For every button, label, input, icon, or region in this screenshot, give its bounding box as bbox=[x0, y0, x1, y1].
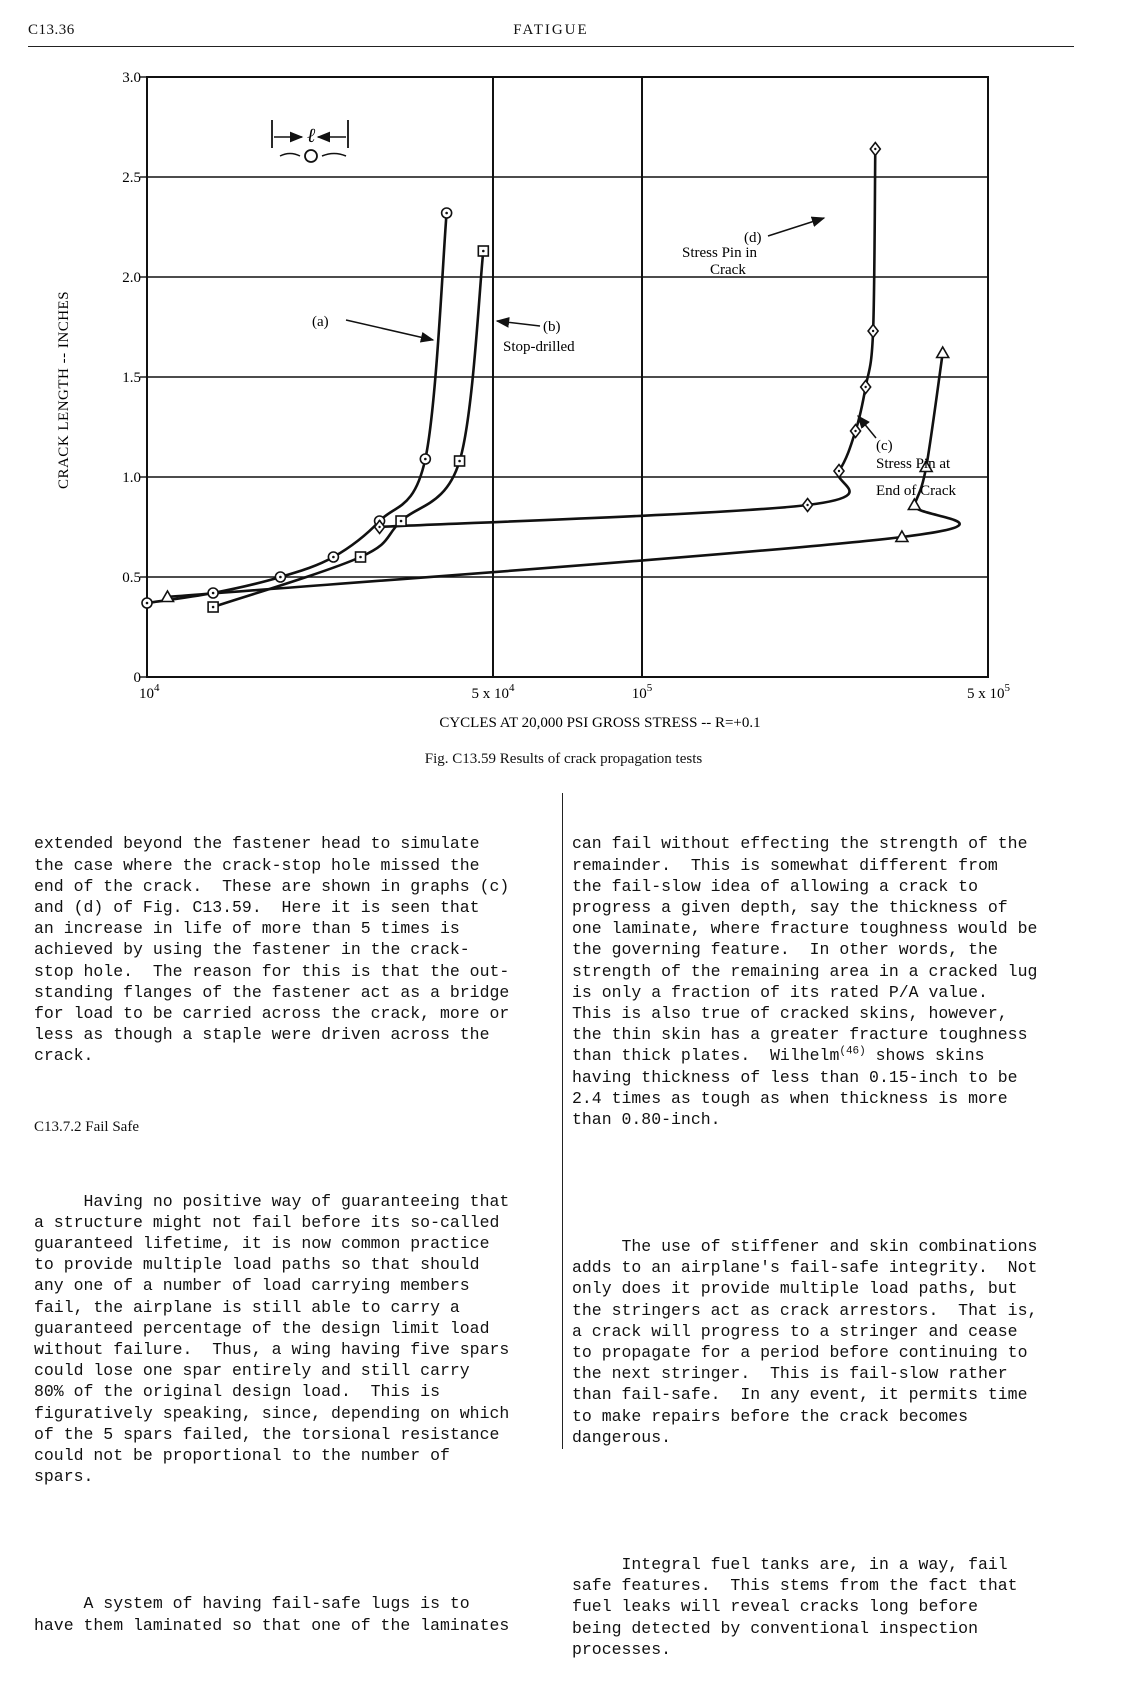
text-column-left: extended beyond the fastener head to sim… bbox=[34, 791, 554, 1657]
data-point-center bbox=[874, 147, 877, 151]
specimen-inset: ℓ bbox=[271, 120, 349, 163]
paragraph: A system of having fail-safe lugs is to … bbox=[34, 1594, 510, 1635]
section-heading: C13.7.2 Fail Safe bbox=[34, 1119, 139, 1136]
paragraph: The use of stiffener and skin combinatio… bbox=[572, 1237, 1038, 1447]
label-b: (b) bbox=[543, 319, 561, 335]
data-point-center bbox=[399, 519, 403, 523]
data-point-center bbox=[837, 469, 841, 473]
chart-series bbox=[147, 147, 961, 609]
column-divider bbox=[562, 793, 563, 1449]
data-point-center bbox=[458, 459, 461, 463]
data-point-center bbox=[871, 329, 875, 333]
y-tick-label: 2.0 bbox=[122, 270, 141, 286]
chart-grid bbox=[147, 77, 988, 677]
page-header: C13.36 FATIGUE bbox=[28, 22, 1074, 47]
label-c-desc-2: End of Crack bbox=[876, 483, 956, 499]
data-point bbox=[906, 497, 922, 511]
x-axis-label: CYCLES AT 20,000 PSI GROSS STRESS -- R=+… bbox=[439, 715, 760, 731]
data-point-center bbox=[424, 457, 427, 461]
data-point-center bbox=[482, 249, 485, 253]
label-b-desc: Stop-drilled bbox=[503, 339, 575, 355]
data-point-center bbox=[359, 555, 362, 559]
chart-axes: 0 0.5 1.0 1.5 2.0 2.5 3.0 104 5 x 104 105 5 x 105 bbox=[122, 70, 1010, 702]
x-tick-label: 5 x 104 bbox=[471, 682, 515, 702]
x-tick-label: 5 x 105 bbox=[967, 682, 1011, 702]
x-tick-label: 105 bbox=[632, 682, 653, 702]
y-tick-label: 3.0 bbox=[122, 70, 141, 86]
label-d-desc-2: Crack bbox=[710, 262, 746, 278]
citation-ref: (46) bbox=[839, 1045, 866, 1058]
y-tick-label: 2.5 bbox=[122, 170, 141, 186]
data-point-center bbox=[279, 575, 282, 579]
data-point bbox=[894, 529, 910, 543]
paragraph-part: can fail without effecting the strength … bbox=[572, 834, 1038, 1066]
paragraph: Integral fuel tanks are, in a way, fail … bbox=[572, 1554, 1018, 1659]
text-column-right: can fail without effecting the strength … bbox=[572, 791, 1092, 1681]
chart-markers bbox=[141, 141, 951, 613]
figure-caption: Fig. C13.59 Results of crack propagation… bbox=[424, 751, 703, 767]
data-point-center bbox=[145, 601, 149, 605]
x-tick-label: 104 bbox=[139, 682, 160, 702]
data-point bbox=[918, 459, 934, 473]
label-c-desc: Stress Pin at bbox=[876, 456, 951, 472]
data-point-center bbox=[332, 555, 335, 559]
data-point bbox=[160, 589, 175, 603]
paragraph-part: having thickness of less than 0.15-inch … bbox=[572, 1067, 1018, 1130]
y-tick-label: 0 bbox=[134, 670, 142, 686]
y-tick-label: 1.5 bbox=[122, 370, 141, 386]
running-title: FATIGUE bbox=[513, 22, 589, 38]
label-d-desc: Stress Pin in bbox=[682, 245, 758, 261]
paragraph-part: shows skins bbox=[865, 1046, 985, 1066]
y-tick-label: 1.0 bbox=[122, 470, 141, 486]
paragraph: can fail without effecting the strength … bbox=[572, 833, 1092, 1130]
series-line bbox=[211, 249, 485, 609]
data-point-center bbox=[211, 591, 215, 595]
label-c: (c) bbox=[876, 438, 893, 454]
label-d: (d) bbox=[744, 230, 762, 246]
data-point-center bbox=[806, 503, 809, 507]
y-tick-label: 0.5 bbox=[122, 570, 141, 586]
label-a: (a) bbox=[312, 314, 329, 330]
data-point-center bbox=[445, 211, 448, 215]
y-axis-label: CRACK LENGTH -- INCHES bbox=[56, 291, 72, 489]
series-line bbox=[378, 147, 877, 529]
page-number: C13.36 bbox=[28, 22, 75, 38]
series-line bbox=[147, 211, 448, 605]
data-point-center bbox=[864, 385, 867, 389]
curve-annotations: (a) (b) Stop-drilled (d) Stress Pin in C… bbox=[312, 216, 956, 499]
dimension-symbol: ℓ bbox=[307, 125, 316, 147]
data-point-center bbox=[211, 605, 215, 609]
data-point-center bbox=[378, 525, 381, 529]
data-point bbox=[935, 345, 951, 359]
paragraph: Having no positive way of guaranteeing t… bbox=[34, 1191, 510, 1487]
paragraph: extended beyond the fastener head to sim… bbox=[34, 834, 510, 1066]
data-point-center bbox=[854, 429, 857, 433]
